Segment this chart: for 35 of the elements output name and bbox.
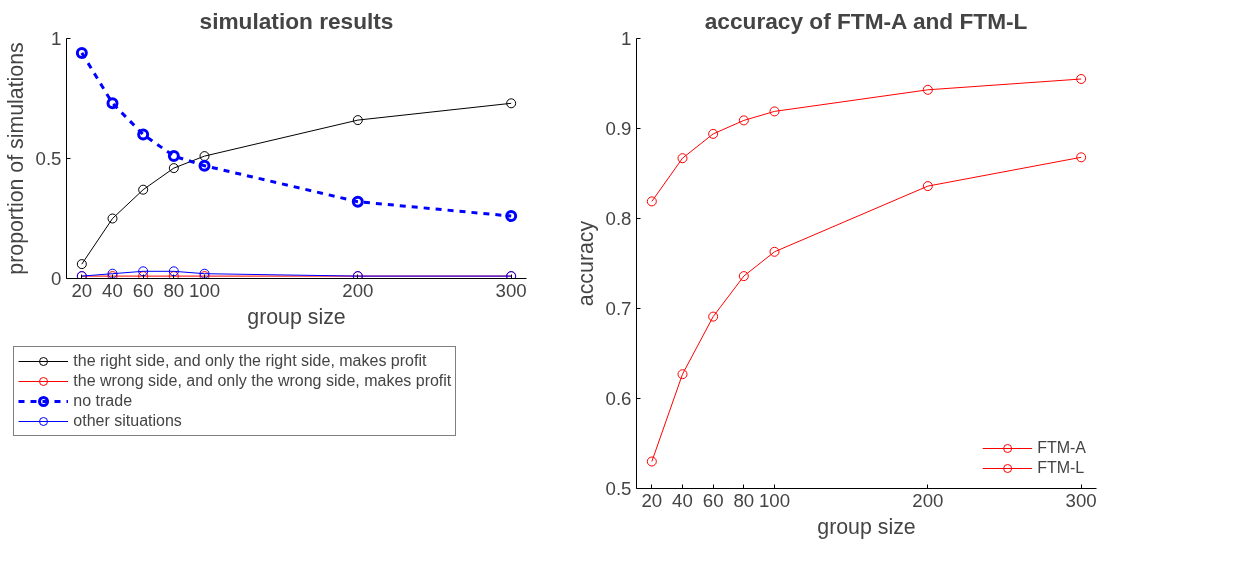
x-tick-label: 100 xyxy=(758,489,791,511)
x-tick-label: 100 xyxy=(188,279,221,301)
x-axis-title: group size xyxy=(247,304,346,329)
legend-label: other situations xyxy=(73,412,182,430)
y-tick-label: 0.5 xyxy=(605,478,632,499)
legend-label: FTM-A xyxy=(1037,439,1086,457)
x-tick-label: 80 xyxy=(163,279,185,301)
y-tick-label: 0.5 xyxy=(35,148,62,169)
x-tick-label: 40 xyxy=(672,489,693,511)
y-tick-label: 0.9 xyxy=(605,118,632,139)
legend-label: the wrong side, and only the wrong side, makes profit xyxy=(73,372,452,390)
x-tick-label: 20 xyxy=(71,279,93,301)
chart-title: simulation results xyxy=(199,7,394,34)
x-axis-title: group size xyxy=(817,514,916,539)
x-tick-label: 60 xyxy=(132,279,154,301)
x-tick-label: 60 xyxy=(702,489,724,511)
x-tick-label: 300 xyxy=(1065,489,1097,511)
y-axis-title: accuracy xyxy=(573,220,598,307)
y-tick-label: 0.7 xyxy=(605,298,632,319)
x-tick-label: 40 xyxy=(102,279,123,301)
x-tick-label: 200 xyxy=(912,489,944,511)
y-tick-label: 0.8 xyxy=(605,208,632,229)
x-tick-label: 80 xyxy=(733,489,755,511)
y-tick-label: 0.6 xyxy=(605,388,632,409)
legend-label: FTM-L xyxy=(1037,459,1085,477)
x-tick-label: 200 xyxy=(342,279,374,301)
x-tick-label: 20 xyxy=(641,489,663,511)
legend-label: the right side, and only the right side, makes profit xyxy=(73,352,427,370)
y-tick-label: 1 xyxy=(621,28,632,49)
x-tick-label: 300 xyxy=(495,279,527,301)
y-axis-title: proportion of simulations xyxy=(3,42,28,275)
legend-label: no trade xyxy=(73,392,133,410)
y-tick-label: 1 xyxy=(51,28,62,49)
chart-title: accuracy of FTM-A and FTM-L xyxy=(704,7,1028,34)
y-tick-label: 0 xyxy=(51,268,62,289)
